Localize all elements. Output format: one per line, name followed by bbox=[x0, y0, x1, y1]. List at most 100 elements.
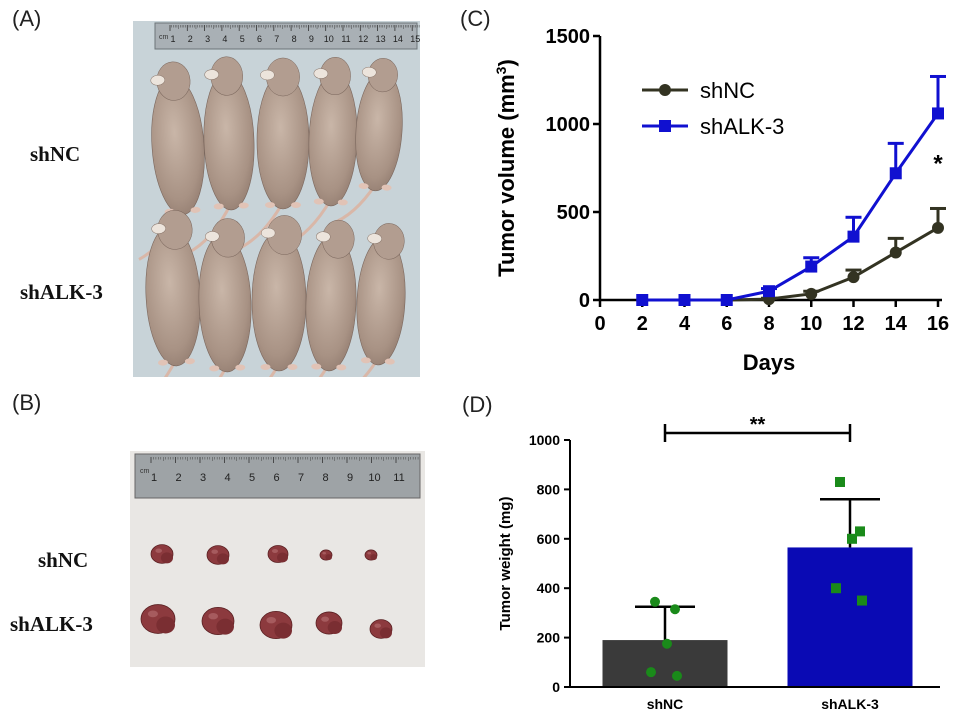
mouse-ear bbox=[204, 69, 219, 80]
x-tick-label: 4 bbox=[679, 313, 691, 335]
tumor-lobe bbox=[160, 552, 173, 564]
mouse-tail bbox=[181, 364, 229, 377]
panel-a-shnc-label: shNC bbox=[30, 142, 81, 166]
ruler-tick-label: 10 bbox=[324, 34, 334, 44]
series-line-1 bbox=[642, 112, 940, 302]
ruler-unit: cm bbox=[140, 468, 150, 475]
ruler: cm 1 2 3 4 5 6 7 8 9 10 11 12 13 14 15 bbox=[154, 22, 420, 50]
y-axis-title-end: ) bbox=[494, 59, 519, 66]
ruler: cm 1 2 3 4 5 6 7 8 9 10 11 bbox=[134, 453, 421, 499]
tumor-lobe bbox=[379, 627, 392, 639]
y-tick-label: 1000 bbox=[546, 114, 591, 136]
mouse-ear bbox=[151, 223, 166, 234]
data-point bbox=[720, 294, 733, 306]
y-axis-title: Tumor volume (mm3) bbox=[493, 59, 519, 277]
mouse-foot bbox=[190, 206, 201, 213]
mouse-ear bbox=[367, 233, 382, 244]
mouse bbox=[187, 56, 255, 255]
tumor-highlight bbox=[321, 616, 329, 622]
y-axis-title-sup: 3 bbox=[493, 66, 509, 74]
ruler-tick-label: 5 bbox=[240, 34, 245, 44]
mouse bbox=[181, 218, 252, 377]
data-point bbox=[763, 285, 775, 298]
tumor bbox=[206, 545, 230, 565]
y-tick-label: 500 bbox=[557, 202, 590, 224]
ruler-tick-label: 3 bbox=[205, 34, 210, 44]
mouse bbox=[285, 57, 358, 247]
x-tick-label: 10 bbox=[800, 313, 822, 335]
tumor bbox=[267, 545, 289, 563]
ruler-tick-label: 8 bbox=[292, 34, 297, 44]
mouse-foot bbox=[313, 198, 324, 205]
mouse-foot bbox=[384, 358, 395, 365]
ruler-tick-label: 1 bbox=[170, 34, 175, 44]
ruler-tick-label: 10 bbox=[368, 472, 380, 484]
mouse-ear bbox=[313, 68, 329, 79]
panel-a-shalk3-label: shALK-3 bbox=[20, 280, 103, 304]
tumor-lobe bbox=[277, 552, 288, 563]
tumor-highlight bbox=[155, 548, 162, 553]
mouse-foot bbox=[358, 183, 369, 190]
ruler-tick-label: 2 bbox=[188, 34, 193, 44]
panel-b-shalk3-label: shALK-3 bbox=[10, 612, 93, 636]
mice-photo: cm 1 2 3 4 5 6 7 8 9 10 11 12 13 14 15 bbox=[133, 21, 420, 377]
data-point bbox=[932, 221, 944, 234]
mouse-ear bbox=[362, 66, 377, 78]
tumor-highlight bbox=[367, 552, 371, 555]
mouse-ear bbox=[316, 231, 331, 242]
ruler-tick-label: 15 bbox=[410, 34, 420, 44]
x-tick-label: 0 bbox=[594, 313, 605, 335]
mouse-foot bbox=[213, 203, 224, 210]
mouse-foot bbox=[311, 363, 322, 370]
mouse bbox=[281, 219, 357, 377]
ruler-tick-label: 3 bbox=[200, 472, 206, 484]
mouse bbox=[133, 209, 201, 377]
data-point bbox=[932, 107, 944, 120]
tumor-highlight bbox=[147, 610, 158, 618]
tumor bbox=[150, 544, 174, 564]
mouse-ear bbox=[205, 231, 220, 242]
tumor bbox=[369, 619, 393, 639]
ruler-tick-label: 12 bbox=[358, 34, 368, 44]
y-tick-label: 600 bbox=[537, 531, 561, 547]
tumor-volume-chart: 0 500 1000 1500 0 2 4 6 8 10 12 14 16 Days Tumor volum… bbox=[493, 26, 949, 375]
mouse-foot bbox=[360, 357, 371, 364]
x-tick-label: 16 bbox=[927, 313, 949, 335]
tumor-highlight bbox=[272, 549, 278, 553]
y-axis-title-main: Tumor volume (mm bbox=[494, 74, 519, 277]
data-point bbox=[805, 260, 818, 273]
tumor-lobe bbox=[274, 622, 292, 639]
panel-b-label: (B) bbox=[12, 390, 42, 415]
y-axis-title: Tumor weight (mg) bbox=[497, 497, 514, 631]
ruler-unit: cm bbox=[159, 34, 169, 41]
ruler-tick-label: 14 bbox=[393, 34, 403, 44]
ruler-tick-label: 11 bbox=[393, 472, 404, 484]
tumor-lobe bbox=[370, 554, 377, 561]
ruler-tick-label: 4 bbox=[224, 472, 230, 484]
mouse-foot bbox=[184, 358, 195, 365]
tumor-lobe bbox=[216, 618, 234, 635]
data-point bbox=[855, 526, 865, 537]
data-point bbox=[889, 167, 902, 180]
data-point bbox=[672, 670, 682, 681]
data-point bbox=[847, 271, 860, 284]
mouse-foot bbox=[157, 359, 168, 366]
ruler-tick-label: 13 bbox=[376, 34, 386, 44]
mouse-foot bbox=[337, 199, 348, 206]
tumor bbox=[201, 606, 235, 635]
tumor-highlight bbox=[208, 613, 218, 620]
tumor bbox=[259, 610, 293, 639]
tumor bbox=[315, 611, 343, 635]
ruler-tick-label: 6 bbox=[273, 472, 279, 484]
significance-mark: ** bbox=[750, 414, 766, 436]
y-tick-label: 0 bbox=[552, 679, 560, 695]
x-tick-label: 14 bbox=[885, 313, 908, 335]
mouse-tail bbox=[281, 363, 331, 377]
legend-marker bbox=[659, 120, 671, 132]
mouse-foot bbox=[209, 365, 220, 372]
ruler-tick-label: 4 bbox=[222, 34, 227, 44]
tumor-highlight bbox=[374, 623, 381, 628]
ruler-tick-label: 7 bbox=[298, 472, 304, 484]
ruler-tick-label: 5 bbox=[249, 472, 255, 484]
mouse-foot bbox=[381, 184, 392, 191]
